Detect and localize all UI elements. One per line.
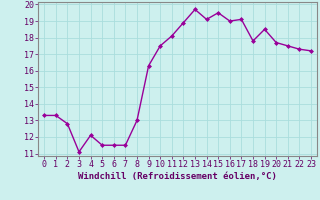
X-axis label: Windchill (Refroidissement éolien,°C): Windchill (Refroidissement éolien,°C) [78, 172, 277, 181]
